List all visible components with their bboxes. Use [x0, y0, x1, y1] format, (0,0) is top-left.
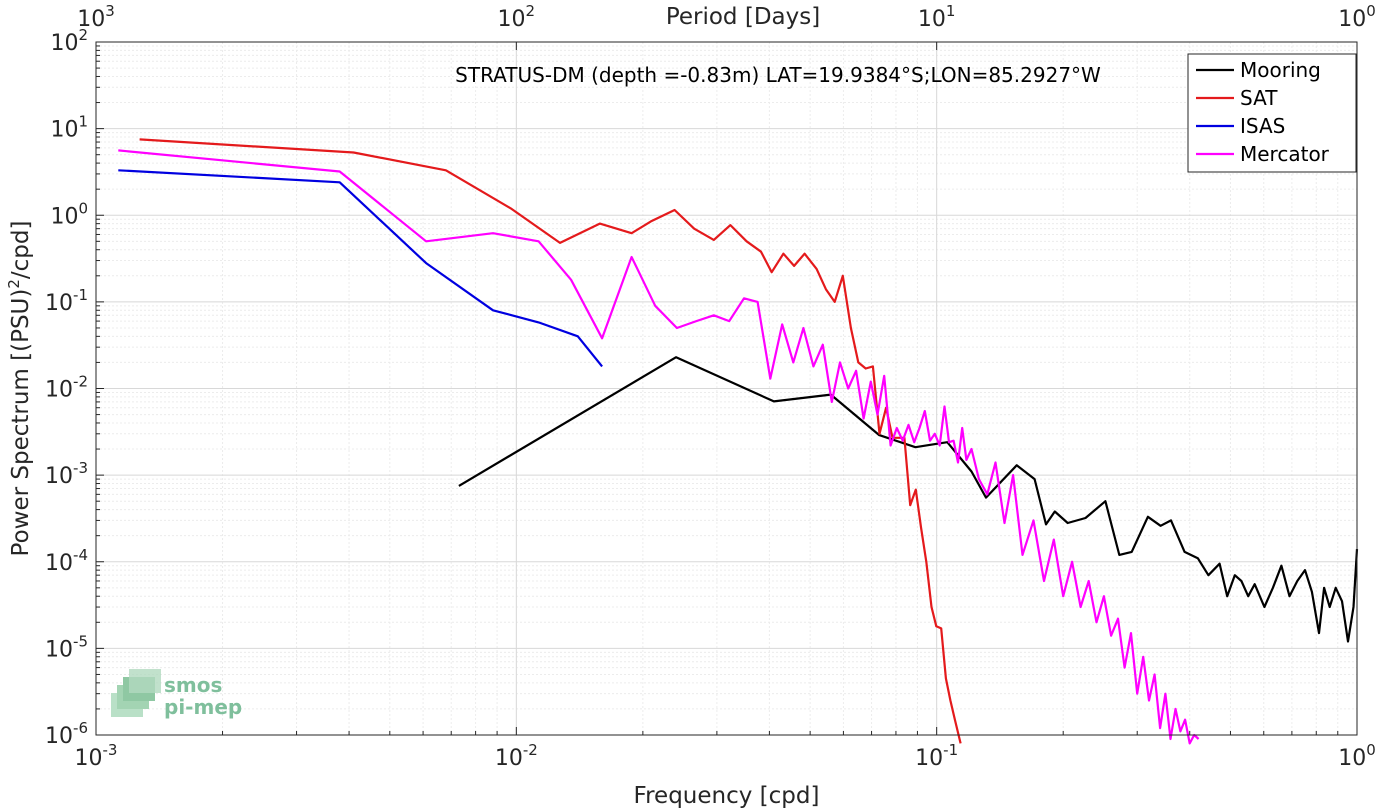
legend-label-sat: SAT [1240, 86, 1278, 110]
y-tick-label: 10-3 [45, 459, 88, 489]
top-tick-label: 103 [77, 2, 115, 32]
y-axis-label: Power Spectrum [(PSU)2/cpd] [5, 221, 34, 557]
y-tick-label: 100 [50, 199, 88, 229]
x-tick-label-exp: -1 [943, 741, 958, 759]
series-line-mercator [118, 149, 1200, 745]
y-tick-label-exp: -1 [73, 286, 88, 304]
y-tick-label: 10-4 [45, 546, 88, 576]
x-tick-label-base: 10 [915, 746, 943, 771]
legend-label-isas: ISAS [1240, 114, 1285, 138]
x-tick-label-base: 10 [75, 746, 103, 771]
y-axis-label-main: Power Spectrum [(PSU) [8, 289, 34, 557]
x-tick-label: 100 [1338, 741, 1376, 771]
chart-title: STRATUS-DM (depth =-0.83m) LAT=19.9384°S… [455, 63, 1101, 87]
top-axis-label: Period [Days] [666, 4, 820, 30]
top-tick-label: 100 [1338, 2, 1376, 32]
top-tick-label-exp: 2 [526, 2, 536, 20]
x-tick-label: 10-2 [495, 741, 538, 771]
legend-label-mooring: Mooring [1240, 58, 1321, 82]
series-line-sat [139, 138, 962, 744]
smos-pi-mep-logo: smos pi-mep [111, 669, 242, 719]
y-tick-label-exp: -2 [73, 373, 88, 391]
x-tick-label-base: 10 [1338, 746, 1366, 771]
y-tick-label: 10-6 [45, 719, 88, 749]
x-tick-label-exp: -3 [103, 741, 118, 759]
y-tick-label-exp: -6 [73, 719, 88, 737]
minor-grid [96, 42, 1357, 735]
legend-box [1187, 53, 1357, 173]
y-tick-label-base: 10 [50, 118, 78, 143]
top-tick-label: 102 [498, 2, 536, 32]
y-tick-label: 10-5 [45, 632, 88, 662]
y-axis-label-tail: /cpd] [8, 221, 34, 280]
x-tick-label-exp: 0 [1366, 741, 1376, 759]
y-tick-label-exp: -5 [73, 632, 88, 650]
logo-text-pi-mep: pi-mep [164, 695, 242, 719]
legend-label-mercator: Mercator [1240, 142, 1330, 166]
y-tick-label-base: 10 [45, 637, 73, 662]
y-axis-label-sup: 2 [5, 279, 23, 289]
top-tick-label-exp: 3 [105, 2, 115, 20]
y-tick-label-exp: -3 [73, 459, 88, 477]
y-tick-label-base: 10 [50, 31, 78, 56]
y-tick-label: 10-2 [45, 373, 88, 403]
y-tick-label-base: 10 [45, 464, 73, 489]
top-tick-label-base: 10 [918, 7, 946, 32]
series-layer [118, 138, 1359, 745]
legend: Mooring SAT ISAS Mercator [1187, 53, 1357, 173]
top-tick-label-exp: 0 [1366, 2, 1376, 20]
y-tick-label-base: 10 [45, 551, 73, 576]
y-tick-label-exp: 2 [78, 26, 88, 44]
y-tick-label-exp: -4 [73, 546, 88, 564]
y-tick-label-base: 10 [45, 378, 73, 403]
top-tick-label-base: 10 [498, 7, 526, 32]
y-tick-label-base: 10 [45, 724, 73, 749]
logo-text-smos: smos [164, 673, 222, 697]
y-tick-label: 10-1 [45, 286, 88, 316]
top-tick-label-exp: 1 [946, 2, 956, 20]
y-tick-label-exp: 1 [78, 113, 88, 131]
x-axis-label: Frequency [cpd] [634, 783, 820, 809]
top-tick-label-base: 10 [77, 7, 105, 32]
series-line-mooring [458, 356, 1359, 643]
x-tick-label-exp: -2 [523, 741, 538, 759]
y-tick-label: 102 [50, 26, 88, 56]
top-tick-label: 101 [918, 2, 956, 32]
x-tick-label-base: 10 [495, 746, 523, 771]
x-tick-label: 10-1 [915, 741, 958, 771]
y-tick-label: 101 [50, 113, 88, 143]
y-tick-label-exp: 0 [78, 199, 88, 217]
series-line-isas [118, 169, 603, 368]
x-tick-label: 10-3 [75, 741, 118, 771]
y-tick-label-base: 10 [45, 291, 73, 316]
y-tick-label-base: 10 [50, 204, 78, 229]
top-tick-label-base: 10 [1338, 7, 1366, 32]
